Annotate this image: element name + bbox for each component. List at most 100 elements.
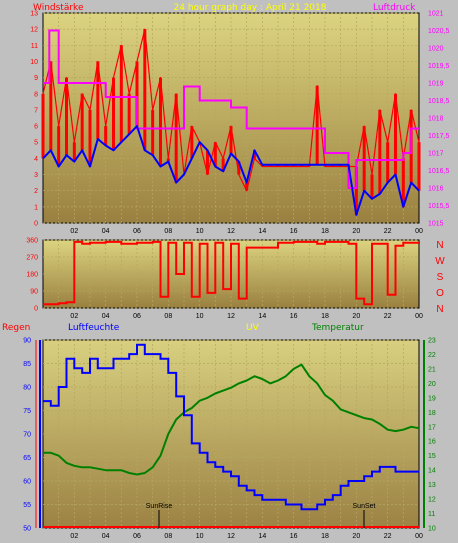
- humidity-y-tick-label: 75: [23, 408, 31, 415]
- wind-y-tick-label: 7: [34, 107, 38, 114]
- direction-letter: S: [437, 272, 444, 283]
- pressure-y-tick-label: 1017: [428, 151, 444, 158]
- humidity-y-tick-label: 90: [23, 338, 31, 345]
- x-tick-label: 12: [227, 228, 235, 235]
- x-tick-label: 14: [258, 228, 266, 235]
- rain-label: Regen: [2, 323, 30, 333]
- wind-axis-ticks: 01234567891011121310151015,510161016,510…: [30, 11, 449, 236]
- pressure-y-tick-label: 1020,5: [428, 28, 450, 35]
- x-tick-label: 10: [196, 313, 204, 320]
- humidity-line: [43, 343, 419, 511]
- humidity-y-tick-label: 55: [23, 502, 31, 509]
- wind-y-tick-label: 8: [34, 91, 38, 98]
- temperature-line: [43, 363, 420, 476]
- air-pressure-label: Luftdruck: [373, 3, 416, 13]
- x-tick-label: 04: [102, 228, 110, 235]
- uv-label: UV: [246, 323, 260, 333]
- wind-series: [41, 28, 421, 216]
- temperature-y-tick-label: 11: [428, 511, 435, 518]
- x-tick-label: 20: [352, 533, 360, 540]
- humidity-y-tick-label: 70: [23, 432, 31, 439]
- wind-y-tick-label: 13: [30, 11, 38, 18]
- humidity-series: [43, 343, 420, 528]
- pressure-y-tick-label: 1020: [428, 46, 444, 53]
- direction-series: [43, 240, 420, 306]
- direction-axis-ticks: 0 90 180 270 360 02 04 06 08 10 12 14 16 18 20 22 00: [26, 238, 423, 321]
- pressure-y-tick-label: 1019,5: [428, 63, 450, 70]
- temperature-y-tick-label: 23: [428, 338, 436, 345]
- temperature-y-tick-label: 12: [428, 497, 436, 504]
- x-tick-label: 22: [384, 313, 392, 320]
- humidity-y-tick-label: 60: [23, 479, 31, 486]
- direction-y-tick-label: 270: [26, 255, 38, 262]
- sunset-label: SunSet: [353, 503, 376, 510]
- pressure-y-tick-label: 1016: [428, 186, 444, 193]
- direction-letter: N: [436, 240, 443, 251]
- wind-avg-line: [42, 125, 420, 216]
- direction-letter: W: [435, 256, 445, 267]
- temperature-y-tick-label: 22: [428, 352, 436, 359]
- x-tick-label: 18: [321, 228, 329, 235]
- direction-y-tick-label: 90: [30, 289, 38, 296]
- x-tick-label: 02: [70, 313, 78, 320]
- x-tick-label: 16: [290, 313, 298, 320]
- direction-letter: N: [436, 304, 443, 315]
- temperature-y-tick-label: 21: [428, 366, 436, 373]
- pressure-line: [43, 29, 419, 189]
- page-title: 24 hour graph day : April 21 2018: [174, 3, 327, 13]
- temperature-y-tick-label: 17: [428, 424, 436, 431]
- pressure-y-tick-label: 1018,5: [428, 98, 450, 105]
- wind-strength-label: Windstärke: [33, 3, 84, 13]
- x-tick-label: 06: [133, 533, 141, 540]
- x-tick-label: 06: [133, 228, 141, 235]
- humidity-y-tick-label: 80: [23, 385, 31, 392]
- x-tick-label: 16: [290, 228, 298, 235]
- x-tick-label: 14: [258, 533, 266, 540]
- x-tick-label: 04: [102, 533, 110, 540]
- x-tick-label: 10: [196, 533, 204, 540]
- x-tick-label: 02: [70, 228, 78, 235]
- x-tick-label: 08: [164, 533, 172, 540]
- x-tick-label: 12: [227, 313, 235, 320]
- x-tick-label: 08: [164, 313, 172, 320]
- temperature-y-tick-label: 18: [428, 410, 436, 417]
- direction-letter: O: [436, 288, 444, 299]
- temperature-y-tick-label: 14: [428, 468, 436, 475]
- x-tick-label: 04: [102, 313, 110, 320]
- x-tick-label: 22: [384, 533, 392, 540]
- temperature-y-tick-label: 10: [428, 526, 436, 533]
- x-tick-label: 18: [321, 313, 329, 320]
- wind-y-tick-label: 12: [30, 27, 38, 34]
- x-tick-label: 06: [133, 313, 141, 320]
- humidity-y-tick-label: 65: [23, 455, 31, 462]
- x-tick-label: 00: [415, 228, 423, 235]
- wind-y-tick-label: 0: [34, 221, 38, 228]
- pressure-y-tick-label: 1019: [428, 81, 444, 88]
- sunrise-label: SunRise: [146, 503, 173, 510]
- wind-y-tick-label: 2: [34, 188, 38, 195]
- x-tick-label: 10: [196, 228, 204, 235]
- x-tick-label: 02: [70, 533, 78, 540]
- x-tick-label: 20: [352, 228, 360, 235]
- pressure-y-tick-label: 1016,5: [428, 168, 450, 175]
- direction-y-tick-label: 180: [26, 272, 38, 279]
- direction-y-tick-label: 0: [34, 306, 38, 313]
- x-tick-label: 08: [164, 228, 172, 235]
- wind-y-tick-label: 4: [34, 156, 38, 163]
- x-tick-label: 22: [384, 228, 392, 235]
- x-tick-label: 12: [227, 533, 235, 540]
- humidity-axis-ticks: 50 55 60 65 70 75 80 85 90 10 11 12 13 14 15 16 17 18 19 20…: [23, 338, 436, 541]
- temperature-y-tick-label: 20: [428, 381, 436, 388]
- wind-y-tick-label: 1: [34, 204, 38, 211]
- pressure-y-tick-label: 1018: [428, 116, 444, 123]
- wind-y-tick-label: 11: [31, 43, 38, 50]
- x-tick-label: 00: [415, 313, 423, 320]
- humidity-y-tick-label: 50: [23, 526, 31, 533]
- direction-y-tick-label: 360: [26, 238, 38, 245]
- pressure-y-tick-label: 1021: [428, 11, 444, 18]
- wind-y-tick-label: 6: [34, 124, 38, 131]
- temperature-label: Temperatur: [311, 323, 364, 333]
- temperature-y-tick-label: 13: [428, 482, 436, 489]
- direction-line: [43, 240, 420, 306]
